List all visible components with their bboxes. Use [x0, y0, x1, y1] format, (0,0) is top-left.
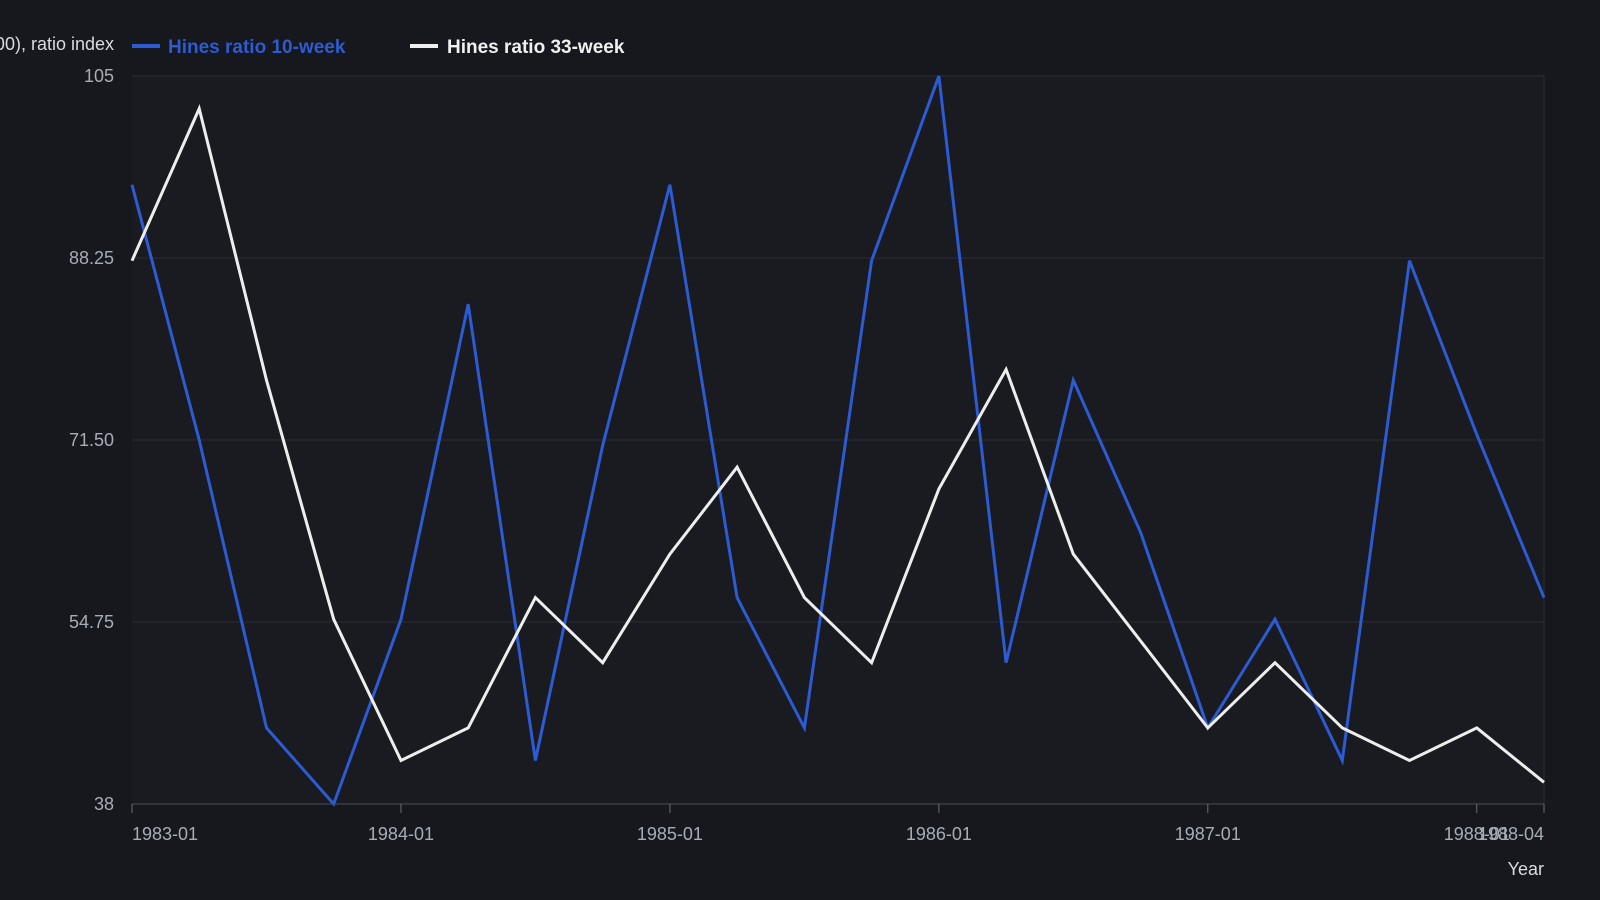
legend: Hines ratio 10-week Hines ratio 33-week [132, 37, 625, 58]
axes: 38 54.75 71.50 88.25 105 1983-01 1984-01 1985-0… [0, 34, 1545, 879]
y-tick-label: 88.25 [69, 248, 114, 268]
x-tick-label: 1985-01 [637, 824, 703, 844]
y-tick-label: 54.75 [69, 612, 114, 632]
x-tick-label: 1987-01 [1175, 824, 1241, 844]
series-layer [130, 75, 1546, 807]
x-tick-label: 1983-01 [132, 824, 198, 844]
legend-label: Hines ratio 10-week [168, 37, 346, 58]
x-tick-label: 1988-04 [1478, 824, 1544, 844]
legend-label: Hines ratio 33-week [447, 37, 625, 58]
y-tick-label: 71.50 [69, 430, 114, 450]
x-axis-title: Year [1508, 859, 1544, 879]
x-tick-label: 1984-01 [368, 824, 434, 844]
x-tick-label: 1988-01 [1444, 824, 1510, 844]
y-tick-label: 105 [84, 66, 114, 86]
y-tick-label: 38 [94, 794, 114, 814]
series-line-10-week [130, 75, 1546, 807]
x-tick-label: 1986-01 [906, 824, 972, 844]
y-axis-title: (1991=100), ratio index [0, 34, 114, 54]
grid-lines [132, 75, 1545, 805]
series-line-33-week [130, 103, 1545, 784]
